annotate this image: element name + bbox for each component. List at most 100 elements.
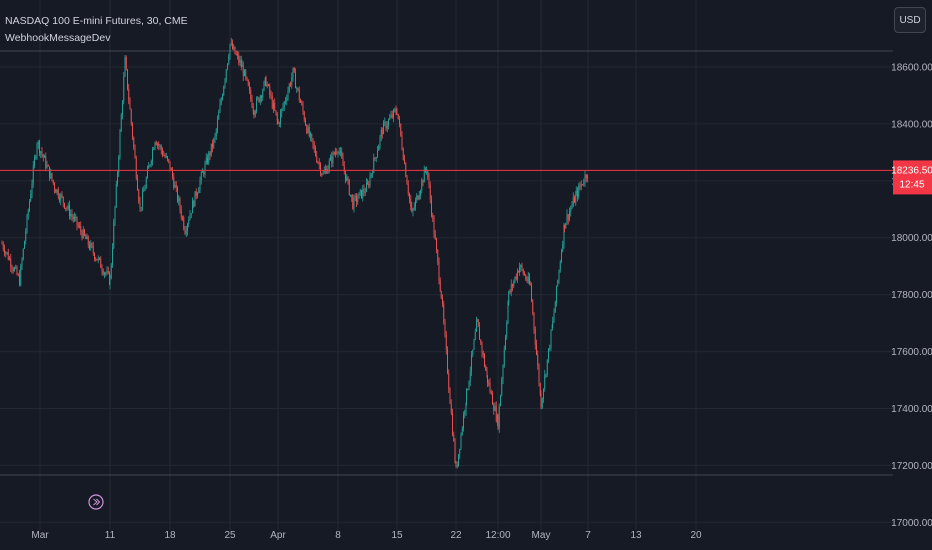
candle-body [373, 157, 375, 173]
candle-body [410, 198, 412, 207]
candle-body [354, 196, 356, 198]
candle-body [449, 388, 451, 404]
candle-body [302, 104, 304, 113]
candle-body [450, 403, 452, 414]
x-tick-label: Mar [31, 530, 49, 541]
candle-body [416, 195, 418, 201]
candle-body [6, 252, 8, 254]
candle-body [242, 64, 244, 77]
candle-body [1, 243, 3, 245]
x-tick-label: 13 [630, 530, 642, 541]
candle-body [395, 109, 397, 113]
candle-body [423, 169, 425, 183]
candle-body [313, 144, 315, 149]
candle-body [188, 220, 190, 225]
candle-body [97, 257, 99, 261]
candle-body [291, 77, 293, 85]
candle-body [252, 107, 254, 112]
candle-body [70, 214, 72, 217]
candle-body [521, 265, 523, 270]
candle-body [565, 223, 567, 229]
candle-body [411, 206, 413, 212]
candle-body [40, 151, 42, 154]
candle-body [551, 324, 553, 331]
candle-body [575, 193, 577, 203]
candle-body [230, 42, 232, 45]
candle-body [254, 111, 256, 116]
candle-body [114, 206, 116, 223]
candle-body [364, 191, 366, 193]
symbol-title[interactable]: NASDAQ 100 E-mini Futures, 30, CME [5, 15, 188, 27]
candle-body [31, 183, 33, 194]
candle-body [401, 135, 403, 150]
candle-body [115, 183, 117, 207]
candle-body [379, 136, 381, 146]
candle-body [59, 197, 60, 201]
candle-body [529, 283, 531, 285]
candle-body [263, 81, 265, 91]
candle-body [152, 149, 153, 161]
candle-body [112, 247, 113, 265]
y-tick-label: 17800.00 [891, 290, 932, 301]
candle-body [356, 196, 357, 203]
candle-body [10, 258, 12, 268]
candle-body [44, 155, 45, 158]
candle-body [280, 112, 281, 124]
candle-body [122, 101, 123, 115]
candle-body [75, 216, 77, 218]
candle-body [529, 276, 530, 284]
candle-body [482, 352, 484, 355]
candle-body [432, 215, 434, 218]
y-tick-label: 17400.00 [891, 404, 932, 415]
candle-body [337, 152, 339, 154]
candle-body [143, 190, 145, 192]
candle-body [402, 149, 404, 160]
candle-body [468, 381, 470, 390]
candle-body [317, 161, 319, 163]
candle-body [303, 112, 305, 121]
candle-body [399, 118, 400, 124]
candle-body [41, 151, 43, 155]
candle-body [456, 465, 458, 467]
candle-body [101, 267, 103, 272]
candle-body [82, 229, 84, 239]
candle-body [162, 150, 163, 156]
candle-body [545, 374, 547, 376]
candle-body [49, 166, 50, 179]
candle-body [417, 195, 419, 200]
candle-body [54, 183, 55, 190]
candle-body [20, 266, 22, 286]
candle-body [283, 101, 285, 107]
last-price-label: 18236.50 12:45 [891, 160, 932, 195]
candle-body [52, 180, 54, 184]
bar-replay-alert-icon[interactable] [88, 494, 104, 510]
candle-body [345, 171, 346, 181]
candle-body [4, 248, 5, 254]
currency-button[interactable]: USD [894, 7, 926, 33]
candle-body [61, 194, 63, 197]
candle-body [107, 270, 109, 273]
time-axis[interactable]: Mar 11 18 25 Apr 8 15 22 12:00 May 7 13 20 [31, 530, 702, 541]
candle-body [518, 271, 520, 273]
candle-body [62, 196, 64, 203]
candle-body [517, 271, 518, 279]
candle-body [448, 372, 450, 389]
candle-body [335, 152, 336, 155]
candle-body [163, 155, 165, 157]
candle-body [46, 165, 48, 168]
candle-body [177, 187, 178, 201]
candle-body [485, 365, 487, 371]
candle-body [508, 291, 510, 304]
candle-body [158, 143, 160, 146]
candle-body [180, 209, 182, 218]
candle-body [348, 179, 350, 195]
candle-body [92, 246, 94, 254]
indicator-title[interactable]: WebhookMessageDev [5, 32, 111, 44]
candle-body [546, 359, 548, 375]
candle-body [273, 103, 274, 109]
candle-body [510, 284, 512, 293]
candle-body [148, 165, 150, 169]
candle-body [253, 111, 255, 116]
candle-body [259, 96, 261, 103]
